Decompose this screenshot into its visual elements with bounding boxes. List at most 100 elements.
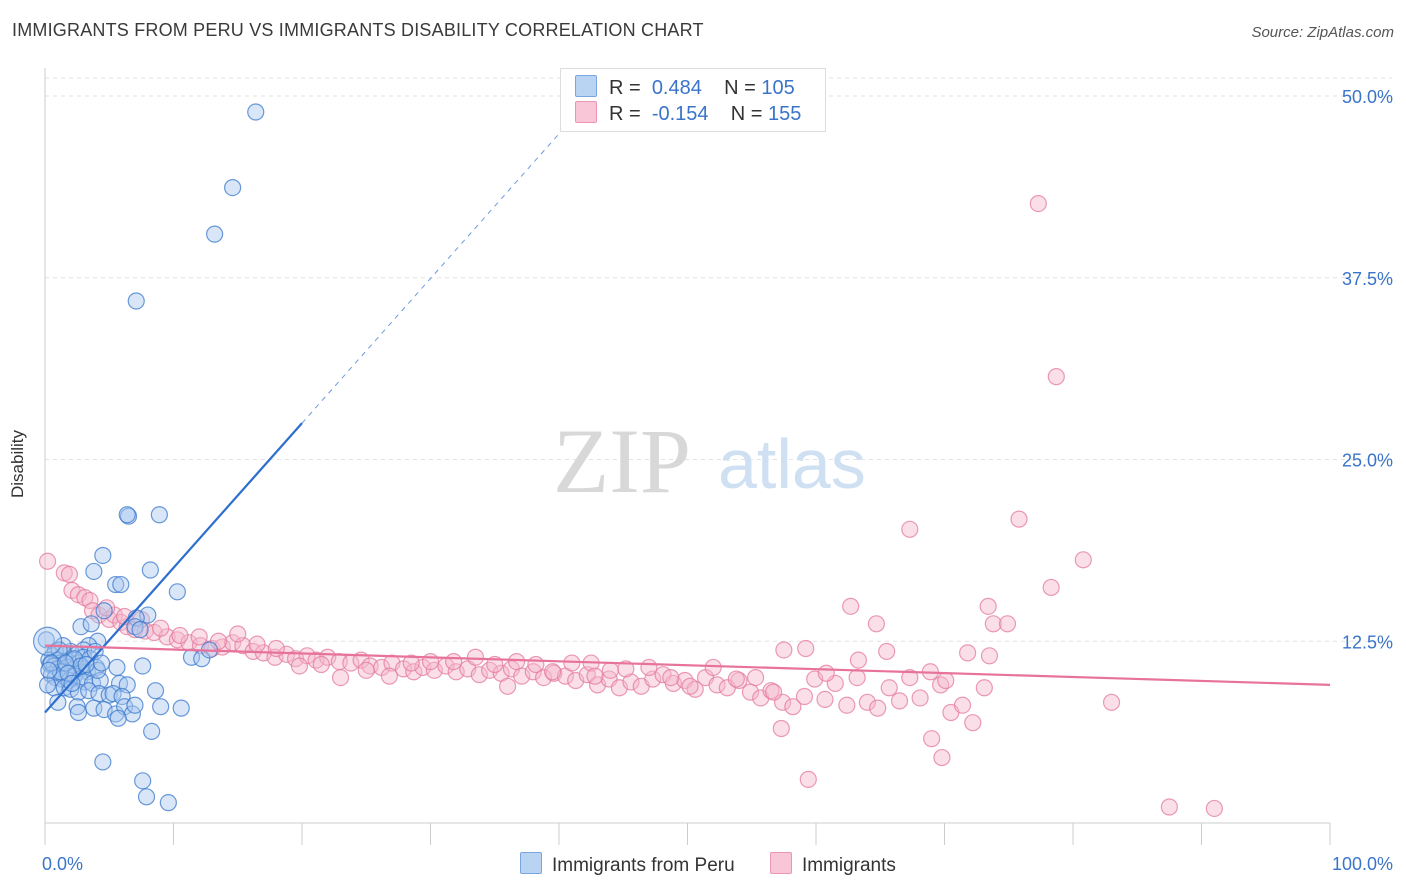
peru-point (118, 506, 136, 524)
immigrants-point (534, 668, 553, 687)
legend-swatch-immigrants (575, 101, 597, 123)
peru-point (82, 615, 100, 633)
peru-point (56, 654, 75, 672)
peru-point (172, 699, 190, 717)
x-tick-label-start: 0.0% (42, 854, 83, 874)
immigrants-point (445, 653, 463, 671)
immigrants-point (527, 655, 545, 674)
immigrants-point (1042, 578, 1060, 597)
series-immigrants-points (38, 194, 1223, 818)
immigrants-point (466, 648, 485, 666)
immigrants-point (817, 664, 835, 682)
immigrants-point (816, 690, 834, 709)
immigrants-point (60, 565, 79, 583)
immigrants-point (380, 667, 398, 685)
legend-swatch-immigrants (769, 852, 792, 874)
immigrants-point (190, 628, 208, 646)
peru-point (85, 562, 103, 581)
peru-point (95, 602, 113, 620)
peru-point (94, 753, 112, 771)
immigrants-point (601, 661, 620, 679)
immigrants-point (98, 599, 116, 617)
peru-point (49, 693, 67, 711)
y-tick-label: 25.0% (1342, 451, 1393, 471)
immigrants-point (470, 666, 488, 684)
peru-point (107, 575, 125, 594)
immigrants-point (421, 653, 440, 671)
immigrants-point (622, 673, 640, 691)
legend-r-label: R = (609, 77, 641, 99)
tick-labels: 12.5% 25.0% 37.5% 50.0% 0.0% 100.0% (42, 87, 1393, 874)
immigrants-point (1010, 510, 1028, 528)
y-tick-label: 50.0% (1342, 87, 1393, 107)
immigrants-point (1047, 368, 1065, 386)
immigrants-point (662, 668, 680, 687)
immigrants-point (975, 679, 993, 697)
immigrants-point (1102, 693, 1121, 711)
peru-point (134, 772, 152, 790)
legend-item-immigrants[interactable]: Immigrants (769, 852, 896, 877)
immigrants-point (312, 655, 330, 674)
trend-lines (44, 133, 1331, 714)
axes (44, 68, 1331, 845)
immigrants-point (998, 615, 1017, 633)
immigrants-point (152, 619, 170, 637)
immigrants-point (933, 748, 951, 767)
legend-swatch-peru (575, 75, 597, 97)
legend-row-immigrants: R = -0.154 N = 155 (575, 101, 801, 125)
peru-point (126, 696, 144, 714)
immigrants-point (686, 680, 704, 698)
peru-point (146, 682, 165, 700)
peru-point (91, 671, 109, 690)
immigrants-point (704, 658, 722, 677)
immigrants-point (563, 654, 581, 672)
peru-point (69, 703, 88, 722)
immigrants-point (797, 639, 815, 658)
immigrants-point (1029, 194, 1047, 213)
immigrants-point (747, 668, 765, 687)
legend-r-value-immigrants: -0.154 (651, 103, 709, 125)
immigrants-point (849, 651, 868, 669)
correlation-legend: R = 0.484 N = 105 R = -0.154 N = 155 (560, 68, 826, 132)
peru-point (224, 179, 242, 197)
peru-point (127, 292, 145, 310)
legend-r-value-peru: 0.484 (651, 77, 702, 99)
legend-item-peru[interactable]: Immigrants from Peru (520, 852, 735, 877)
immigrants-point (937, 671, 955, 690)
peru-point (38, 676, 57, 694)
immigrants-point (878, 642, 896, 661)
legend-n-value-peru: 105 (761, 77, 795, 99)
immigrants-point (980, 647, 999, 665)
immigrants-point (357, 661, 375, 679)
chart-title: IMMIGRANTS FROM PERU VS IMMIGRANTS DISAB… (12, 20, 704, 40)
peru-point (134, 657, 152, 675)
immigrants-point (953, 696, 972, 714)
y-tick-label: 37.5% (1342, 269, 1393, 289)
immigrants-point (964, 714, 982, 732)
immigrants-point (543, 663, 562, 681)
peru-point (141, 561, 159, 579)
immigrants-point (290, 657, 309, 675)
peru-point (168, 583, 186, 601)
immigrants-point (402, 654, 420, 672)
immigrants-point (727, 670, 745, 688)
series-peru-points (32, 103, 265, 812)
series-legend: Immigrants from Peru Immigrants (520, 852, 926, 877)
immigrants-point (81, 591, 99, 610)
legend-swatch-peru (520, 852, 542, 874)
peru-point (108, 658, 126, 677)
watermark-zip: ZIP (553, 410, 691, 512)
source-credit: Source: ZipAtlas.com (1251, 24, 1394, 41)
peru-point (89, 632, 107, 650)
immigrants-point (764, 683, 783, 701)
peru-point (206, 225, 224, 243)
immigrants-point (858, 693, 877, 711)
immigrants-point (880, 679, 898, 697)
peru-point (109, 709, 127, 727)
immigrants-point (901, 668, 919, 687)
immigrants-point (984, 615, 1002, 633)
peru-point (137, 788, 156, 806)
immigrants-point (708, 676, 726, 694)
immigrants-point (784, 698, 802, 716)
immigrants-point (640, 658, 658, 677)
